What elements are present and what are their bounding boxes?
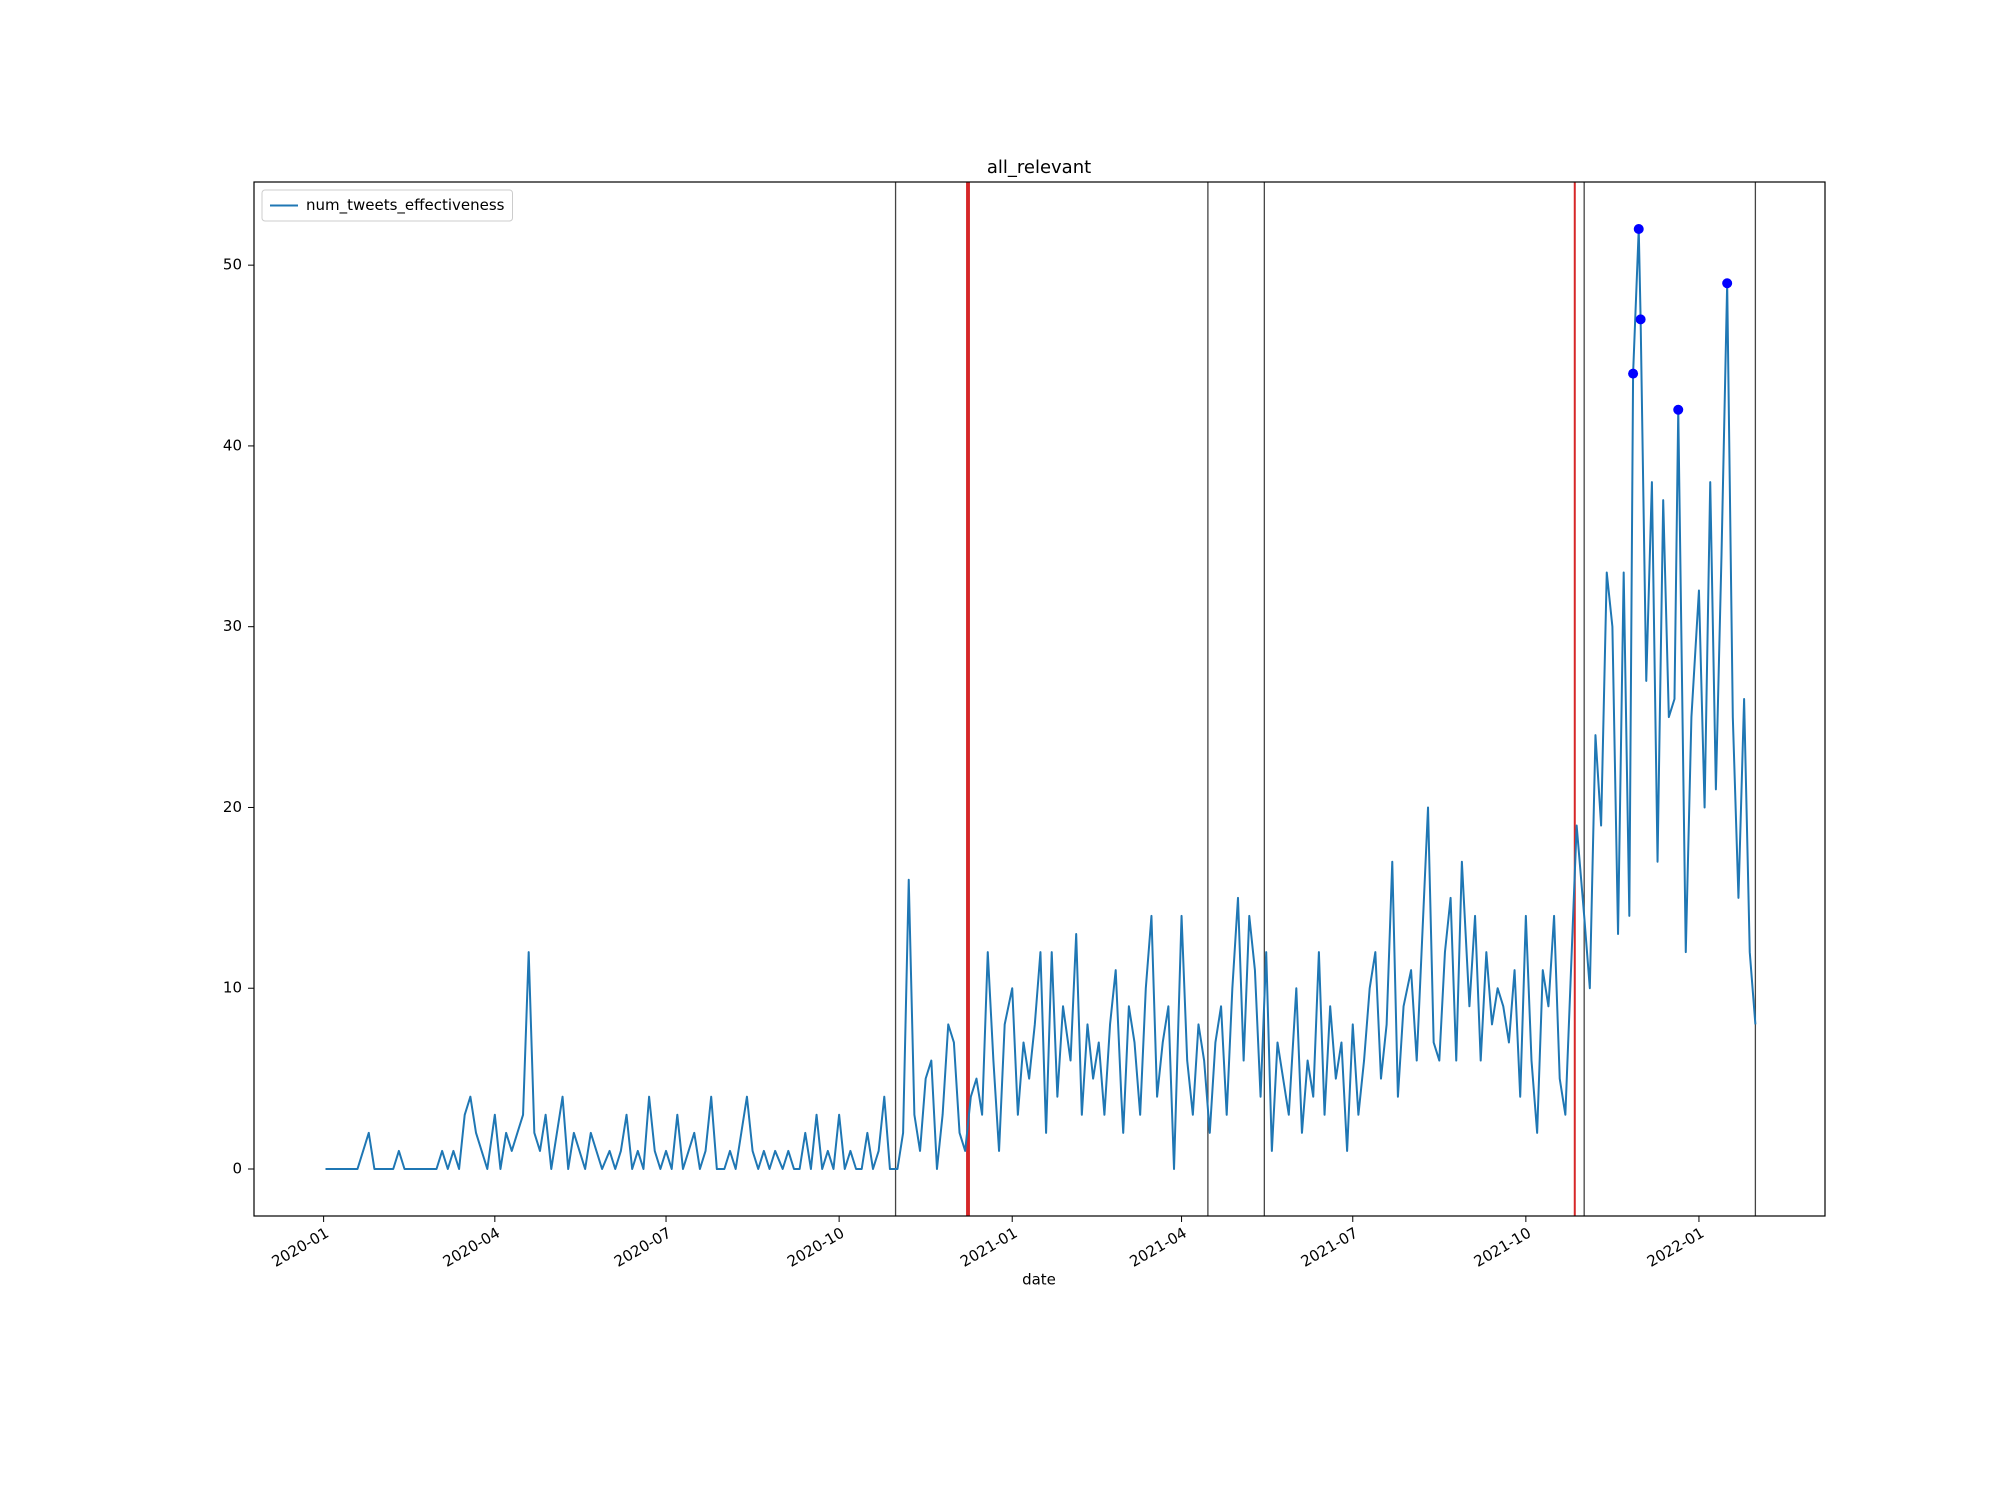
data-line bbox=[325, 228, 1757, 1170]
x-tick-label: 2021-04 bbox=[1127, 1224, 1190, 1271]
x-tick-label: 2021-01 bbox=[957, 1224, 1020, 1271]
peak-point bbox=[1722, 278, 1733, 289]
x-tick-label: 2020-01 bbox=[269, 1224, 332, 1271]
peak-point bbox=[1628, 368, 1639, 379]
chart-title: all_relevant bbox=[987, 157, 1091, 178]
y-tick-label: 0 bbox=[232, 1160, 242, 1178]
peak-point bbox=[1673, 404, 1684, 415]
x-tick-label: 2020-04 bbox=[440, 1224, 503, 1271]
legend-box bbox=[261, 189, 513, 222]
y-tick-label: 50 bbox=[223, 256, 242, 274]
x-tick-label: 2021-07 bbox=[1298, 1224, 1361, 1271]
x-tick-label: 2021-10 bbox=[1471, 1224, 1534, 1271]
legend-label: num_tweets_effectiveness bbox=[306, 196, 505, 215]
y-tick-label: 20 bbox=[223, 798, 242, 816]
x-tick-label: 2020-07 bbox=[611, 1224, 674, 1271]
legend: num_tweets_effectiveness bbox=[261, 189, 513, 222]
x-tick-label: 2022-01 bbox=[1644, 1224, 1707, 1271]
axes-frame bbox=[253, 181, 1826, 1217]
peak-point bbox=[1635, 314, 1646, 325]
x-tick-label: 2020-10 bbox=[784, 1224, 847, 1271]
y-tick-label: 40 bbox=[223, 436, 242, 454]
y-tick-label: 30 bbox=[223, 617, 242, 635]
y-tick-label: 10 bbox=[223, 979, 242, 997]
peak-point bbox=[1633, 224, 1644, 234]
x-axis-label: date bbox=[1022, 1271, 1056, 1289]
